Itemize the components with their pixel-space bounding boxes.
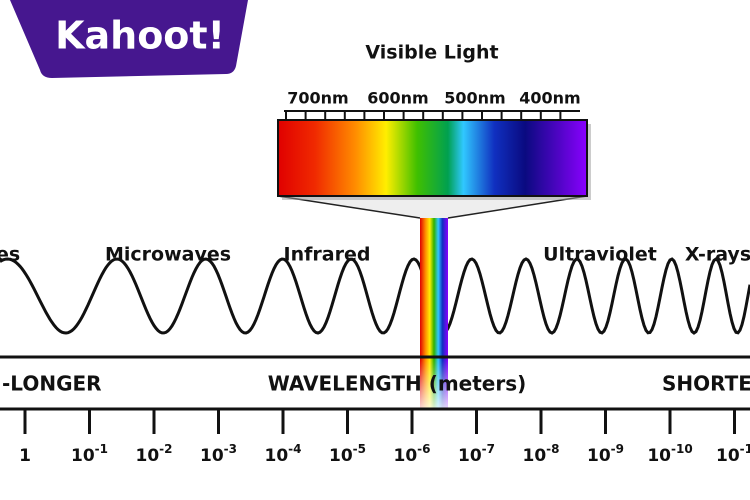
scale-exponent: -6 xyxy=(417,442,430,456)
nm-label: 400nm xyxy=(519,89,580,108)
visible-title: Visible Light xyxy=(365,42,498,64)
region-label: Ultraviolet xyxy=(543,244,657,266)
beam-fade xyxy=(420,360,448,410)
band-right: SHORTE xyxy=(662,372,750,396)
scale-label: 10-7 xyxy=(458,442,495,467)
scale-base: 10 xyxy=(135,446,159,466)
scale-base: 10 xyxy=(587,446,611,466)
logo-badge xyxy=(10,0,248,78)
scale-exponent: -1 xyxy=(740,442,750,456)
band-center: WAVELENGTH (meters) xyxy=(268,372,527,396)
scale-label: 1 xyxy=(19,446,31,466)
scale-base: 10 xyxy=(458,446,482,466)
scale-label: 10-3 xyxy=(200,442,237,467)
scale-base: 10 xyxy=(647,446,671,466)
nm-label: 600nm xyxy=(367,89,428,108)
scale-label: 10-2 xyxy=(135,442,172,467)
scale-label: 10-9 xyxy=(587,442,624,467)
scale-base: 10 xyxy=(393,446,417,466)
scale-exponent: -5 xyxy=(353,442,366,456)
wave xyxy=(0,257,750,335)
scale-exponent: -4 xyxy=(288,442,301,456)
scale-exponent: -8 xyxy=(546,442,559,456)
nm-label: 500nm xyxy=(444,89,505,108)
scale-label: 10-6 xyxy=(393,442,430,467)
scale-label: 10-4 xyxy=(264,442,301,467)
region-label: Infrared xyxy=(284,244,371,266)
scale-base: 1 xyxy=(19,446,31,466)
nm-labels: 700nm 600nm 500nm 400nm xyxy=(287,89,580,108)
scale-label: 10-10 xyxy=(647,442,692,467)
nm-ticks xyxy=(285,111,562,120)
scale-exponent: -3 xyxy=(224,442,237,456)
scale-base: 10 xyxy=(264,446,288,466)
scale-base: 10 xyxy=(329,446,353,466)
region-label: X-rays xyxy=(685,244,750,266)
scale-label: 10-1 xyxy=(71,442,108,467)
region-label: Microwaves xyxy=(105,244,231,266)
logo-text: Kahoot! xyxy=(55,14,225,58)
nm-label: 700nm xyxy=(287,89,348,108)
scale-exponent: -1 xyxy=(95,442,108,456)
scale-exponent: -10 xyxy=(671,442,693,456)
projection xyxy=(278,196,587,218)
scale-exponent: -2 xyxy=(159,442,172,456)
scale-label: 10-8 xyxy=(522,442,559,467)
scale-base: 10 xyxy=(200,446,224,466)
scale-base: 10 xyxy=(71,446,95,466)
visible-spectrum xyxy=(277,119,588,197)
scale-base: 10 xyxy=(716,446,740,466)
band-left: -LONGER xyxy=(2,372,102,396)
scale-label: 10-5 xyxy=(329,442,366,467)
scale-exponent: -7 xyxy=(482,442,495,456)
scale-exponent: -9 xyxy=(611,442,624,456)
scale: 1 10-1 10-2 10-3 10-4 10-5 10-6 10-7 10-8 10-9 10-… xyxy=(19,409,750,466)
scale-label: 10-1 xyxy=(716,442,750,467)
scale-base: 10 xyxy=(522,446,546,466)
